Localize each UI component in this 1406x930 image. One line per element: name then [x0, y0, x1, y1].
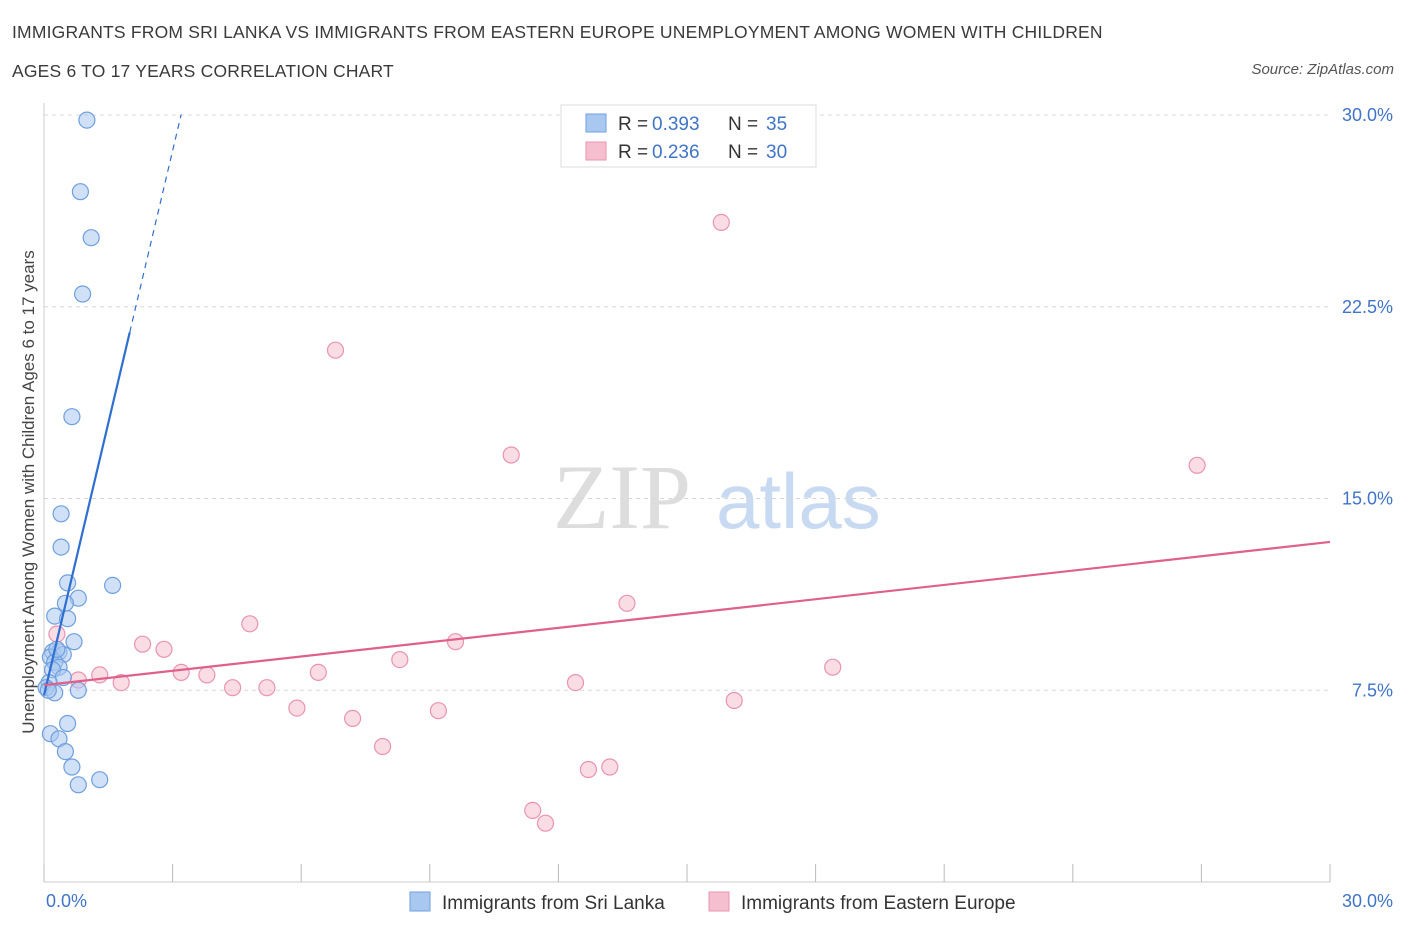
point-eastern-europe — [524, 801, 542, 820]
point-eastern-europe — [566, 673, 585, 692]
point-sri-lanka — [71, 183, 90, 201]
point-sri-lanka — [69, 681, 87, 699]
point-sri-lanka — [65, 633, 83, 651]
stats-legend-swatch-pink — [585, 141, 607, 161]
point-sri-lanka — [63, 408, 81, 426]
point-sri-lanka — [58, 574, 77, 592]
point-eastern-europe — [1188, 456, 1206, 474]
point-eastern-europe — [198, 666, 216, 684]
point-eastern-europe — [712, 213, 730, 231]
point-eastern-europe — [618, 594, 636, 612]
chart-title-line-1: IMMIGRANTS FROM SRI LANKA VS IMMIGRANTS … — [12, 22, 1103, 42]
legend-label-sri-lanka: Immigrants from Sri Lanka — [442, 893, 665, 914]
gridlines — [44, 114, 1330, 691]
point-sri-lanka — [56, 742, 75, 761]
point-eastern-europe — [579, 760, 598, 779]
y-axis-label: Unemployment Among Women with Children A… — [19, 250, 38, 734]
stats-legend-swatch-blue — [585, 113, 607, 133]
point-sri-lanka — [58, 714, 77, 733]
y-tick-label: 22.5% — [1342, 297, 1393, 317]
point-sri-lanka — [78, 111, 96, 129]
point-eastern-europe — [112, 673, 130, 692]
legend-label-eastern-europe: Immigrants from Eastern Europe — [741, 893, 1016, 914]
x-tick-label-max: 30.0% — [1342, 891, 1393, 911]
stats-legend-r-pink: 0.236 — [652, 142, 700, 163]
point-sri-lanka — [73, 285, 92, 303]
stats-legend-n-pink: 30 — [766, 142, 787, 163]
point-eastern-europe — [429, 702, 447, 720]
trendline-sri-lanka — [42, 332, 131, 696]
watermark-zip: ZIP — [553, 446, 691, 548]
point-eastern-europe — [309, 663, 327, 682]
trendline-eastern-europe — [43, 540, 1331, 687]
point-eastern-europe — [374, 737, 392, 756]
point-sri-lanka — [52, 505, 70, 523]
point-eastern-europe — [288, 699, 306, 717]
stats-legend-r-label-blue: R = — [618, 114, 648, 135]
stats-legend-r-label-pink: R = — [618, 142, 648, 163]
chart-title-line-2: AGES 6 TO 17 YEARS CORRELATION CHART — [12, 61, 394, 81]
point-sri-lanka — [91, 771, 109, 789]
y-tick-label: 30.0% — [1342, 105, 1393, 125]
stats-legend-r-blue: 0.393 — [652, 114, 700, 135]
series-legend: Immigrants from Sri Lanka Immigrants fro… — [409, 891, 1016, 914]
source-label: Source: ZipAtlas.com — [1251, 61, 1394, 78]
point-eastern-europe — [326, 341, 345, 359]
point-eastern-europe — [824, 658, 842, 676]
watermark-atlas: atlas — [716, 457, 881, 545]
point-eastern-europe — [155, 640, 173, 658]
x-ticks — [43, 864, 1331, 882]
point-eastern-europe — [391, 650, 409, 669]
legend-swatch-eastern-europe — [708, 891, 730, 912]
stats-legend-n-blue: 35 — [766, 114, 787, 135]
point-sri-lanka — [103, 576, 122, 595]
point-eastern-europe — [536, 814, 555, 832]
point-eastern-europe — [601, 758, 619, 776]
point-eastern-europe — [446, 633, 465, 651]
trendlines — [42, 114, 1331, 696]
point-eastern-europe — [172, 663, 190, 682]
x-tick-label-min: 0.0% — [46, 891, 87, 911]
point-sri-lanka — [52, 538, 70, 556]
point-eastern-europe — [134, 635, 152, 653]
pink-points — [48, 213, 1206, 832]
legend-swatch-sri-lanka — [409, 891, 431, 912]
point-sri-lanka — [63, 758, 81, 776]
y-tick-labels: 7.5% 15.0% 22.5% 30.0% — [1342, 105, 1393, 700]
point-eastern-europe — [725, 691, 743, 710]
point-eastern-europe — [258, 679, 276, 697]
point-sri-lanka — [82, 229, 100, 247]
point-eastern-europe — [344, 709, 362, 728]
stats-legend-n-label-pink: N = — [728, 142, 758, 163]
y-tick-label: 7.5% — [1352, 680, 1393, 700]
trendline-sri-lanka-extension — [129, 114, 182, 333]
y-tick-label: 15.0% — [1342, 489, 1393, 509]
stats-legend-n-label-blue: N = — [728, 114, 758, 135]
point-sri-lanka — [69, 776, 87, 794]
point-eastern-europe — [502, 446, 520, 464]
point-eastern-europe — [224, 679, 242, 697]
stats-legend: R = 0.393 N = 35 R = 0.236 N = 30 — [560, 104, 817, 168]
point-eastern-europe — [241, 615, 259, 633]
